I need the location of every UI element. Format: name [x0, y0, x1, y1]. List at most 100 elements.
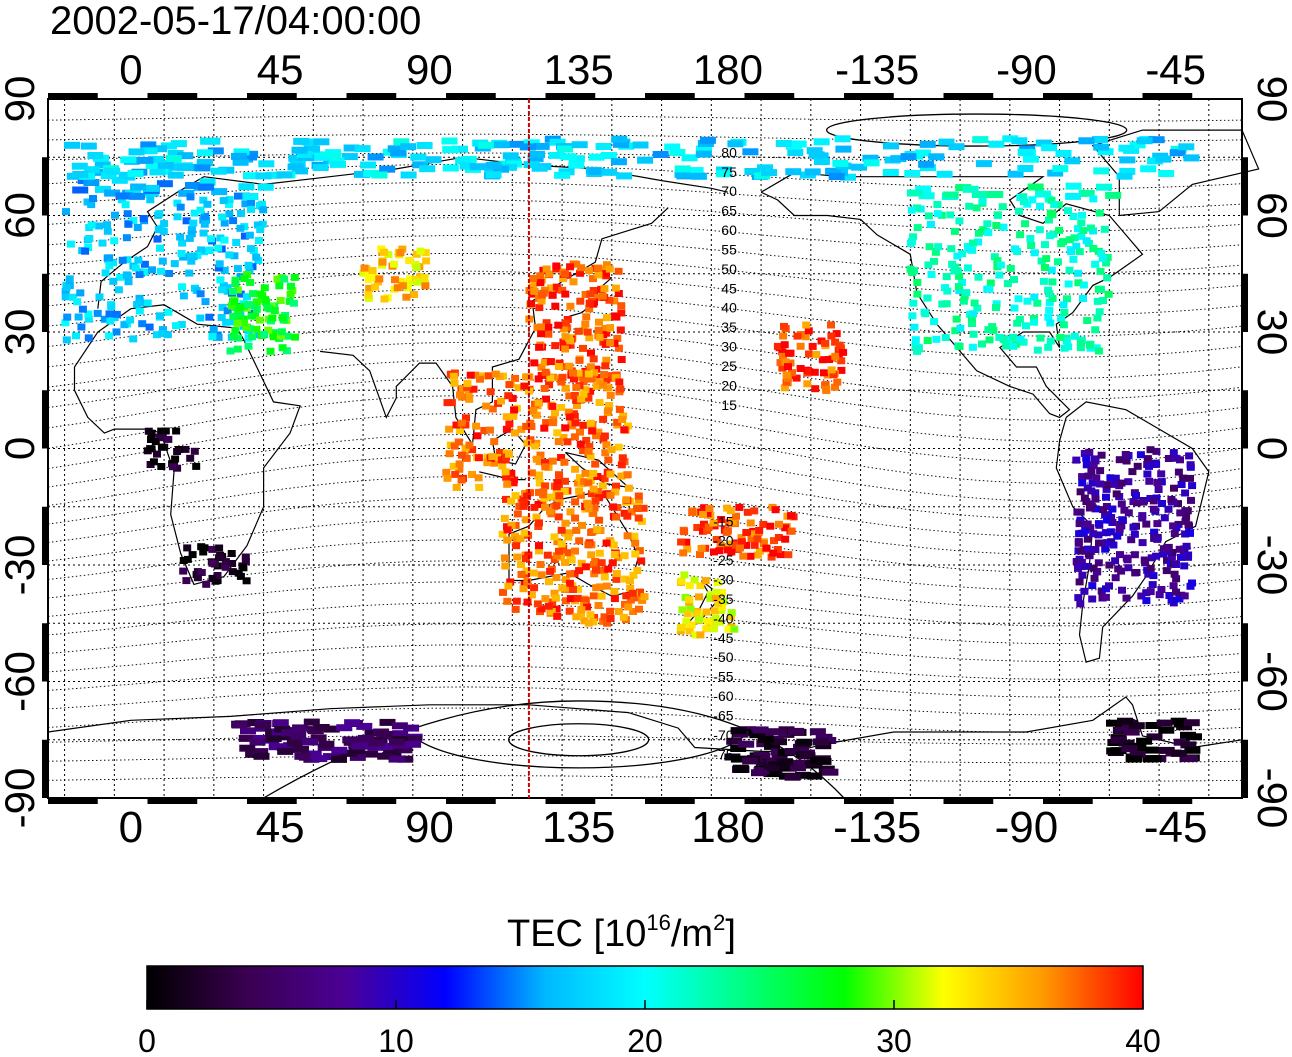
tec-point	[172, 322, 180, 330]
tec-point	[84, 244, 93, 251]
tec-point	[587, 375, 596, 383]
tec-point	[593, 473, 602, 480]
tec-point	[1079, 227, 1088, 235]
tec-point	[1143, 455, 1152, 463]
tec-point	[199, 229, 208, 237]
tec-point	[498, 462, 507, 470]
tec-point	[561, 345, 570, 353]
tec-point	[933, 210, 942, 218]
tec-point	[364, 729, 381, 737]
tec-point	[1095, 209, 1104, 217]
tec-point	[985, 285, 994, 293]
tec-point	[579, 378, 588, 386]
tec-point	[554, 321, 563, 329]
tec-point	[64, 141, 80, 149]
tec-point	[565, 362, 574, 370]
tec-point	[233, 345, 242, 353]
tec-point	[501, 562, 510, 570]
tec-point	[622, 496, 631, 504]
tec-point	[639, 504, 648, 512]
tec-point	[397, 277, 406, 285]
tec-point	[81, 247, 90, 255]
tec-point	[591, 460, 600, 468]
tec-point	[403, 724, 420, 732]
tec-point	[1085, 448, 1094, 456]
tec-point	[993, 257, 1002, 265]
tec-point	[187, 257, 196, 265]
tec-point	[151, 145, 168, 153]
tec-point	[910, 323, 919, 331]
tec-point	[713, 579, 722, 587]
tec-point	[730, 755, 747, 763]
tec-point	[256, 226, 265, 233]
tec-point	[537, 291, 546, 299]
contour-label: -65	[713, 707, 733, 723]
tec-point	[292, 167, 309, 175]
tec-point	[351, 742, 368, 750]
tec-point	[718, 589, 726, 597]
tec-point	[1047, 169, 1064, 177]
tec-point	[145, 323, 154, 331]
tec-point	[614, 290, 623, 297]
tec-point	[1167, 495, 1176, 503]
tec-point	[784, 363, 792, 371]
tec-point	[519, 585, 528, 593]
tec-point	[1096, 267, 1105, 275]
tec-point	[587, 490, 596, 498]
colorbar-tick-label: 10	[378, 1023, 414, 1057]
tec-point	[576, 297, 585, 305]
tec-point	[620, 552, 629, 560]
tec-point	[61, 287, 70, 295]
frame-top-segment	[346, 93, 397, 99]
tec-point	[1064, 280, 1073, 288]
contour-labels: 8075706560555045403530252015-15-20-25-30…	[713, 144, 737, 762]
tec-point	[1169, 449, 1178, 457]
tec-point	[617, 309, 626, 317]
tec-point	[965, 202, 974, 210]
tec-point	[1122, 594, 1131, 602]
tec-point	[1044, 286, 1053, 294]
tec-point	[131, 264, 140, 272]
tec-point	[527, 300, 536, 308]
tec-point	[785, 142, 802, 150]
tec-point	[197, 246, 206, 254]
tec-point	[95, 293, 104, 301]
tec-point	[245, 267, 254, 275]
tec-point	[391, 276, 399, 284]
tec-point	[992, 222, 1001, 229]
south-polar-contour-inner	[508, 723, 650, 757]
tec-point	[601, 340, 610, 348]
tec-point	[1030, 249, 1039, 257]
tec-point	[311, 755, 328, 763]
tec-point	[1048, 211, 1057, 219]
tec-point	[343, 144, 360, 152]
frame-top-segment	[1142, 93, 1193, 99]
tec-point	[509, 412, 518, 420]
tec-point	[998, 203, 1007, 211]
contour-label: 25	[721, 358, 737, 374]
tec-point	[1186, 529, 1194, 537]
tec-point	[1153, 520, 1162, 528]
tec-point	[1002, 135, 1019, 143]
tec-point	[491, 370, 500, 378]
tec-point	[527, 423, 536, 430]
tec-point	[1063, 295, 1071, 303]
tec-point	[952, 267, 961, 275]
tec-point	[523, 598, 532, 606]
tec-point	[1106, 474, 1115, 482]
tec-point	[611, 374, 620, 382]
tec-point	[583, 603, 592, 611]
tec-point	[594, 264, 602, 272]
tec-point	[549, 419, 558, 427]
tec-point	[451, 470, 460, 478]
tec-point	[241, 200, 250, 208]
tec-point	[219, 197, 228, 205]
tec-point	[1118, 586, 1126, 594]
tec-point	[140, 268, 149, 276]
tec-point	[1183, 154, 1200, 162]
tec-point	[1175, 545, 1184, 553]
tec-point	[486, 388, 495, 396]
contour-label: 75	[721, 164, 737, 180]
tec-point	[164, 308, 173, 316]
tec-point	[621, 575, 630, 583]
